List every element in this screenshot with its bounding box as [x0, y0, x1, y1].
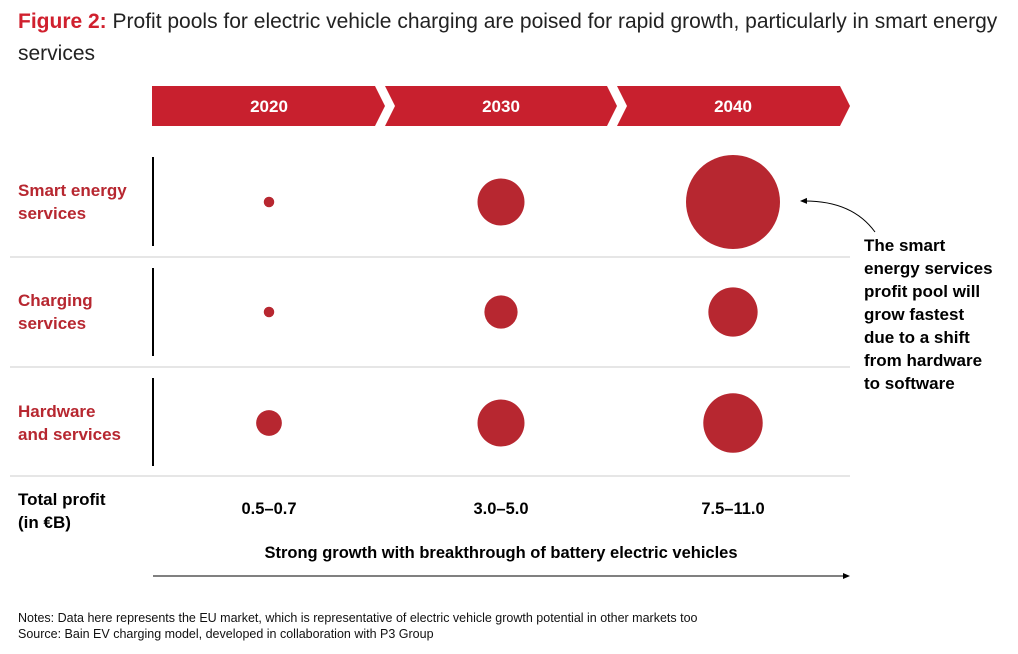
title-text: Profit pools for electric vehicle chargi…	[18, 10, 998, 65]
chart-notes: Notes: Data here represents the EU marke…	[18, 610, 698, 642]
column-header-2030: 2030	[482, 97, 520, 116]
bubble-2-2030	[484, 295, 518, 329]
bubble-1-2020	[263, 196, 275, 208]
source-line: Source: Bain EV charging model, develope…	[18, 627, 434, 641]
bubble-3-2030	[477, 399, 525, 447]
row-label-2: Charging	[18, 291, 93, 310]
bubble-1-2040	[686, 155, 780, 249]
header-separator-1	[382, 85, 395, 127]
annotation-text: from hardware	[864, 351, 982, 370]
bubble-2-2040	[708, 287, 758, 337]
annotation-text: profit pool will	[864, 282, 980, 301]
row-label-3: and services	[18, 425, 121, 444]
notes-line: Notes: Data here represents the EU marke…	[18, 611, 698, 625]
row-label-1: services	[18, 204, 86, 223]
bubble-1-2030	[477, 178, 525, 226]
bubble-3-2040	[703, 393, 763, 453]
total-value-2020: 0.5–0.7	[241, 500, 296, 518]
column-header-2020: 2020	[250, 97, 288, 116]
bubble-chart: 2020 2030 2040 Smart energy services Charging…	[10, 85, 993, 579]
total-value-2040: 7.5–11.0	[701, 500, 764, 518]
annotation-text: due to a shift	[864, 328, 970, 347]
annotation-text: The smart	[864, 236, 946, 255]
annotation-text: to software	[864, 374, 955, 393]
row-label-1: Smart energy	[18, 181, 127, 200]
header-chevron-2	[385, 86, 617, 126]
figure-label: Figure 2:	[18, 10, 107, 33]
bubble-2-2020	[263, 306, 275, 318]
annotation-arrow	[800, 197, 876, 233]
header-separator-2	[614, 85, 627, 127]
bubble-3-2020	[256, 410, 282, 436]
header-chevron-1	[152, 86, 385, 126]
total-profit-label: Total profit	[18, 490, 106, 509]
annotation-text: energy services	[864, 259, 993, 278]
growth-caption: Strong growth with breakthrough of batte…	[264, 544, 737, 562]
header-chevron-3	[617, 86, 850, 126]
total-value-2030: 3.0–5.0	[473, 500, 528, 518]
column-header-2040: 2040	[714, 97, 752, 116]
row-label-3: Hardware	[18, 402, 95, 421]
chart-title: Figure 2: Profit pools for electric vehi…	[18, 6, 1008, 70]
total-profit-label: (in €B)	[18, 513, 71, 532]
annotation-text: grow fastest	[864, 305, 964, 324]
row-label-2: services	[18, 314, 86, 333]
